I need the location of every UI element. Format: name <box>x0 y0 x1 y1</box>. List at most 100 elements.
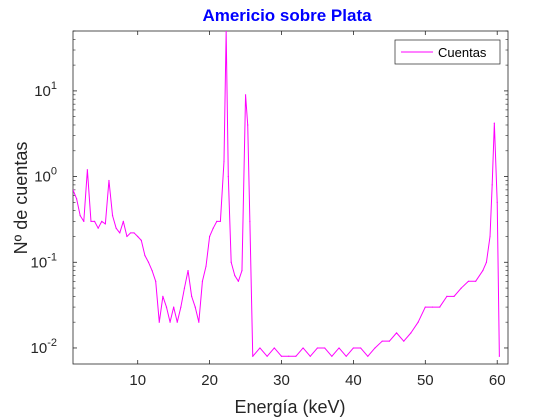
data-point <box>489 235 491 238</box>
data-point <box>244 94 247 96</box>
data-point <box>280 355 283 357</box>
data-point <box>76 198 78 200</box>
data-point <box>137 235 139 238</box>
data-point <box>338 347 340 349</box>
data-point <box>374 347 376 349</box>
y-tick-label: 101 <box>34 80 57 100</box>
x-tick-label: 50 <box>417 372 434 389</box>
data-point <box>194 306 196 308</box>
data-point <box>439 306 441 308</box>
data-point <box>201 280 204 282</box>
data-point <box>266 355 268 357</box>
data-point <box>331 355 333 357</box>
data-point <box>381 340 383 342</box>
data-point <box>352 347 355 349</box>
y-tick-base: 10 <box>31 254 48 271</box>
data-point <box>460 287 462 289</box>
x-axis-ticks: 10 20 30 40 50 60 <box>129 31 506 389</box>
data-point <box>147 261 150 263</box>
data-point <box>205 265 207 267</box>
data-point <box>482 269 484 272</box>
y-tick-exponent: 1 <box>51 80 57 92</box>
data-point <box>360 347 362 349</box>
data-point <box>79 215 81 217</box>
y-tick-exponent: -1 <box>47 251 57 263</box>
data-point <box>230 261 232 263</box>
y-axis-label: Nº de cuentas <box>11 142 31 255</box>
data-point <box>249 220 251 222</box>
data-point <box>498 355 500 357</box>
y-tick-base: 10 <box>34 169 51 186</box>
data-point <box>140 239 142 241</box>
x-tick-label: 60 <box>489 372 506 389</box>
data-point <box>151 269 153 272</box>
chart-title: Americio sobre Plata <box>202 6 372 25</box>
data-point <box>162 295 164 297</box>
data-point <box>73 189 74 191</box>
y-tick-exponent: 0 <box>51 166 57 178</box>
data-point <box>126 235 128 238</box>
data-point <box>467 280 470 282</box>
data-point <box>491 184 493 186</box>
data-point <box>223 160 225 163</box>
data-point <box>496 201 498 203</box>
data-point <box>345 355 347 357</box>
y-tick-base: 10 <box>31 340 48 357</box>
data-point <box>225 31 227 32</box>
data-point <box>111 215 114 217</box>
data-point <box>453 295 455 297</box>
data-point <box>104 223 106 225</box>
data-point <box>431 306 434 308</box>
x-tick-label: 30 <box>273 372 290 389</box>
data-point <box>395 332 398 334</box>
data-point <box>424 306 426 308</box>
data-point <box>417 321 419 323</box>
data-point <box>485 261 488 263</box>
y-tick-base: 10 <box>34 83 51 100</box>
data-point <box>158 321 160 323</box>
y-tick-label: 10-2 <box>31 337 57 357</box>
data-point <box>191 295 193 297</box>
data-point <box>288 355 290 357</box>
data-point <box>86 169 88 171</box>
data-point <box>324 347 326 349</box>
data-point <box>475 280 477 282</box>
data-point <box>97 227 99 229</box>
data-point <box>198 321 200 323</box>
data-point <box>209 235 211 238</box>
data-point <box>144 254 146 257</box>
data-point <box>101 220 103 222</box>
data-point <box>302 347 304 349</box>
x-tick-label: 10 <box>129 372 146 389</box>
data-point <box>219 220 221 222</box>
data-point <box>295 355 297 357</box>
data-point <box>241 269 243 272</box>
data-point <box>252 355 254 357</box>
data-point <box>122 220 124 222</box>
data-point <box>227 175 229 178</box>
data-point <box>273 347 275 349</box>
data-point <box>169 321 171 323</box>
data-point <box>388 340 390 342</box>
data-point <box>247 124 249 126</box>
data-point <box>367 355 369 357</box>
data-point <box>133 232 135 234</box>
data-point <box>90 220 92 222</box>
data-point <box>83 220 85 222</box>
data-point <box>180 306 182 308</box>
data-point <box>403 340 405 342</box>
data-point <box>259 347 261 349</box>
data-point <box>216 220 218 222</box>
series-layer <box>73 31 500 357</box>
data-point <box>183 287 186 289</box>
y-tick-label: 100 <box>34 166 57 186</box>
data-point <box>309 355 311 357</box>
data-point <box>115 227 117 229</box>
x-axis-label: Energía (keV) <box>234 397 345 417</box>
data-point <box>108 179 110 182</box>
data-point <box>212 227 214 229</box>
data-point <box>93 220 96 222</box>
data-point <box>165 306 168 308</box>
